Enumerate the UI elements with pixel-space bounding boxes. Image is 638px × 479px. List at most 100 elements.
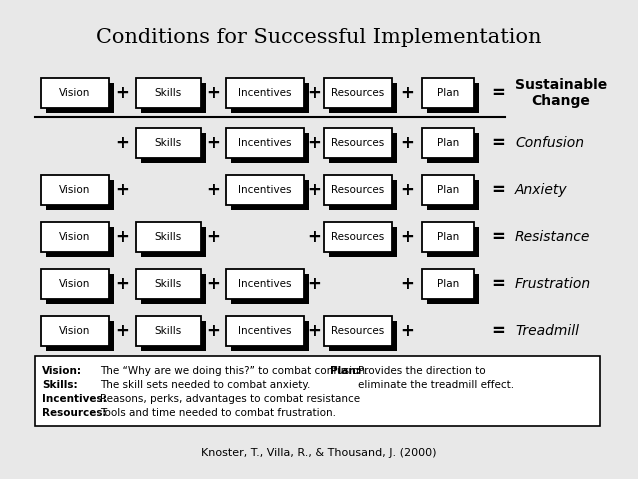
FancyBboxPatch shape [135, 128, 200, 158]
Text: =: = [491, 134, 505, 152]
FancyBboxPatch shape [35, 356, 600, 426]
FancyBboxPatch shape [41, 78, 109, 108]
Text: Plan: Plan [437, 185, 459, 195]
FancyBboxPatch shape [324, 128, 392, 158]
FancyBboxPatch shape [329, 321, 397, 351]
Text: +: + [115, 181, 129, 199]
FancyBboxPatch shape [427, 83, 479, 113]
Text: Incentives: Incentives [238, 279, 292, 289]
Text: =: = [491, 181, 505, 199]
Text: +: + [206, 181, 220, 199]
Text: Incentives:: Incentives: [42, 394, 107, 404]
Text: Plan: Plan [437, 232, 459, 242]
Text: Plan:: Plan: [330, 366, 360, 376]
FancyBboxPatch shape [46, 180, 114, 210]
Text: =: = [491, 275, 505, 293]
FancyBboxPatch shape [41, 175, 109, 205]
Text: +: + [400, 275, 414, 293]
FancyBboxPatch shape [329, 83, 397, 113]
FancyBboxPatch shape [231, 274, 309, 304]
Text: +: + [307, 84, 321, 102]
FancyBboxPatch shape [135, 269, 200, 299]
FancyBboxPatch shape [329, 180, 397, 210]
Text: Resources: Resources [331, 232, 385, 242]
Text: +: + [307, 228, 321, 246]
FancyBboxPatch shape [231, 133, 309, 163]
FancyBboxPatch shape [46, 83, 114, 113]
FancyBboxPatch shape [427, 180, 479, 210]
Text: Plan: Plan [437, 88, 459, 98]
FancyBboxPatch shape [41, 269, 109, 299]
Text: +: + [400, 134, 414, 152]
Text: +: + [206, 228, 220, 246]
Text: +: + [307, 181, 321, 199]
FancyBboxPatch shape [427, 274, 479, 304]
FancyBboxPatch shape [422, 222, 474, 252]
Text: Reasons, perks, advantages to combat resistance: Reasons, perks, advantages to combat res… [100, 394, 360, 404]
FancyBboxPatch shape [231, 180, 309, 210]
Text: Plan: Plan [437, 138, 459, 148]
Text: Knoster, T., Villa, R., & Thousand, J. (2000): Knoster, T., Villa, R., & Thousand, J. (… [201, 448, 437, 458]
Text: =: = [491, 322, 505, 340]
Text: Incentives: Incentives [238, 326, 292, 336]
FancyBboxPatch shape [226, 269, 304, 299]
FancyBboxPatch shape [140, 227, 205, 257]
Text: Resources:: Resources: [42, 408, 107, 418]
Text: +: + [115, 322, 129, 340]
Text: +: + [307, 275, 321, 293]
Text: Vision: Vision [59, 88, 91, 98]
FancyBboxPatch shape [324, 78, 392, 108]
Text: Vision: Vision [59, 326, 91, 336]
Text: +: + [206, 134, 220, 152]
FancyBboxPatch shape [324, 222, 392, 252]
FancyBboxPatch shape [41, 222, 109, 252]
Text: Confusion: Confusion [515, 136, 584, 150]
Text: Incentives: Incentives [238, 88, 292, 98]
Text: +: + [400, 322, 414, 340]
FancyBboxPatch shape [422, 78, 474, 108]
Text: =: = [491, 84, 505, 102]
Text: The skill sets needed to combat anxiety.: The skill sets needed to combat anxiety. [100, 380, 310, 390]
FancyBboxPatch shape [422, 269, 474, 299]
FancyBboxPatch shape [46, 274, 114, 304]
Text: Skills:: Skills: [42, 380, 78, 390]
Text: Incentives: Incentives [238, 138, 292, 148]
Text: Resources: Resources [331, 326, 385, 336]
FancyBboxPatch shape [46, 321, 114, 351]
Text: Vision: Vision [59, 279, 91, 289]
Text: eliminate the treadmill effect.: eliminate the treadmill effect. [358, 380, 514, 390]
Text: +: + [115, 134, 129, 152]
Text: +: + [307, 134, 321, 152]
Text: Resources: Resources [331, 185, 385, 195]
Text: +: + [206, 322, 220, 340]
Text: +: + [115, 275, 129, 293]
FancyBboxPatch shape [226, 175, 304, 205]
FancyBboxPatch shape [226, 78, 304, 108]
Text: +: + [206, 84, 220, 102]
FancyBboxPatch shape [427, 227, 479, 257]
Text: Plan: Plan [437, 279, 459, 289]
Text: Conditions for Successful Implementation: Conditions for Successful Implementation [96, 28, 542, 47]
FancyBboxPatch shape [329, 227, 397, 257]
Text: The “Why are we doing this?” to combat confusion.: The “Why are we doing this?” to combat c… [100, 366, 369, 376]
FancyBboxPatch shape [140, 274, 205, 304]
Text: +: + [400, 84, 414, 102]
Text: Vision: Vision [59, 232, 91, 242]
FancyBboxPatch shape [231, 83, 309, 113]
Text: Resistance: Resistance [515, 230, 590, 244]
Text: =: = [491, 228, 505, 246]
FancyBboxPatch shape [140, 321, 205, 351]
FancyBboxPatch shape [41, 316, 109, 346]
Text: Skills: Skills [154, 88, 182, 98]
Text: Incentives: Incentives [238, 185, 292, 195]
Text: Resources: Resources [331, 138, 385, 148]
Text: +: + [400, 228, 414, 246]
Text: Anxiety: Anxiety [515, 183, 568, 197]
Text: Frustration: Frustration [515, 277, 591, 291]
FancyBboxPatch shape [135, 78, 200, 108]
Text: +: + [400, 181, 414, 199]
FancyBboxPatch shape [135, 316, 200, 346]
Text: +: + [115, 84, 129, 102]
Text: Sustainable
Change: Sustainable Change [515, 78, 607, 108]
FancyBboxPatch shape [135, 222, 200, 252]
